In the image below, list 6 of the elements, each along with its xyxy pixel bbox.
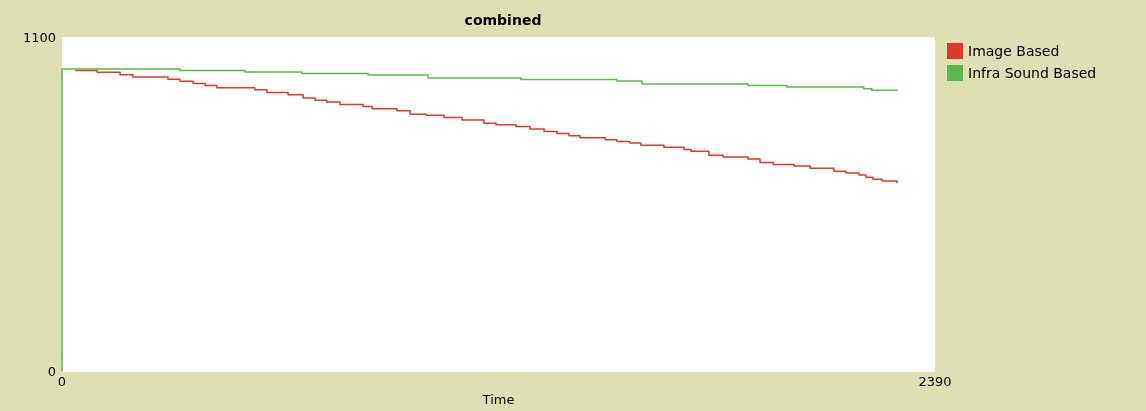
y-tick-label: 1100 bbox=[22, 29, 56, 45]
x-axis-title: Time bbox=[481, 392, 515, 407]
chart-title: combined bbox=[464, 12, 542, 28]
legend-label: Image Based bbox=[968, 43, 1060, 59]
x-tick-label: 2390 bbox=[918, 374, 952, 390]
legend-label: Infra Sound Based bbox=[968, 65, 1097, 81]
